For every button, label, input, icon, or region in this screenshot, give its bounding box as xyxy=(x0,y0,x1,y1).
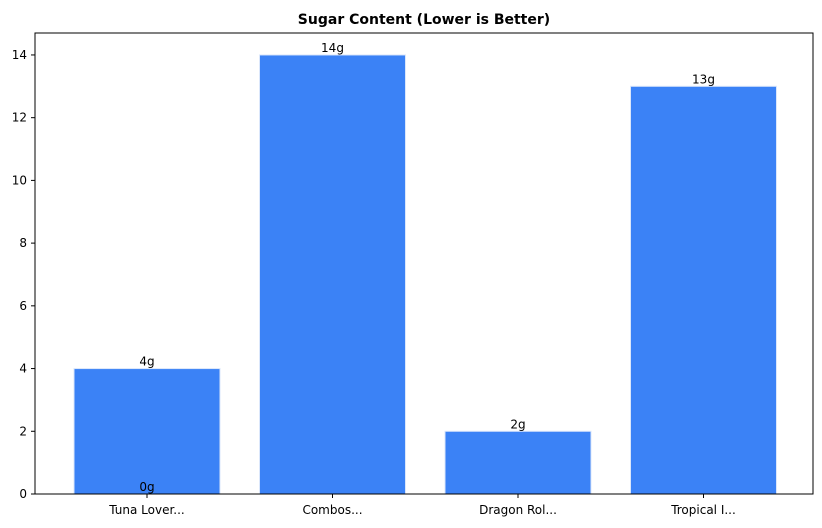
value-label: 4g xyxy=(139,355,154,369)
bar xyxy=(73,368,221,495)
y-tick-label: 4 xyxy=(19,362,27,376)
y-tick-label: 2 xyxy=(19,424,27,438)
value-label: 2g xyxy=(510,417,525,431)
x-tick-label: Tropical I... xyxy=(670,503,736,517)
x-tick-label: Dragon Rol... xyxy=(479,503,557,517)
x-tick-label: Combos... xyxy=(302,503,362,517)
bar xyxy=(259,54,406,495)
value-label: 13g xyxy=(692,72,715,86)
value-label: 0g xyxy=(139,480,154,494)
bar xyxy=(444,430,592,495)
bar xyxy=(630,85,777,495)
y-tick-label: 6 xyxy=(19,299,27,313)
y-tick-label: 8 xyxy=(19,236,27,250)
chart-title: Sugar Content (Lower is Better) xyxy=(298,12,550,28)
x-tick-label: Tuna Lover... xyxy=(108,503,184,517)
plot-frame xyxy=(34,32,814,495)
y-tick-label: 10 xyxy=(12,173,27,187)
value-label: 14g xyxy=(321,41,344,55)
y-tick-label: 14 xyxy=(12,48,27,62)
y-tick-label: 0 xyxy=(19,487,27,501)
y-tick-label: 12 xyxy=(12,111,27,125)
